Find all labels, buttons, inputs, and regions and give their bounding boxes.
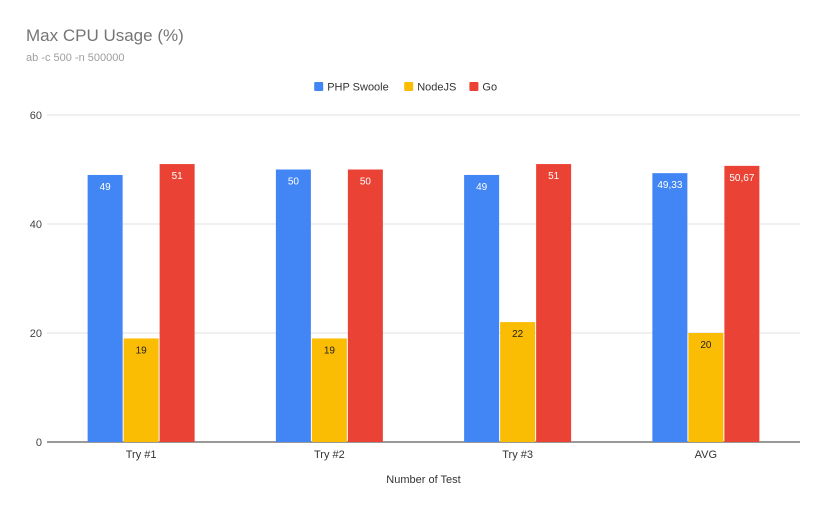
bar xyxy=(724,165,760,442)
bar xyxy=(159,164,195,443)
data-label: 19 xyxy=(136,345,148,356)
data-label: 50 xyxy=(360,177,372,188)
data-label: 19 xyxy=(324,345,336,356)
data-label: 51 xyxy=(172,171,184,182)
bar xyxy=(500,322,536,442)
bar xyxy=(652,173,688,443)
y-tick-label: 0 xyxy=(36,437,42,449)
chart-title: Max CPU Usage (%) xyxy=(26,26,184,45)
bar xyxy=(688,333,724,442)
bar xyxy=(275,169,311,442)
y-tick-label: 60 xyxy=(30,110,42,122)
bar xyxy=(464,174,500,442)
y-tick-label: 20 xyxy=(30,328,42,340)
data-label: 50,67 xyxy=(729,173,754,184)
data-label: 20 xyxy=(700,340,712,351)
data-label: 51 xyxy=(548,171,560,182)
bar xyxy=(123,338,159,442)
data-label: 22 xyxy=(512,329,524,340)
legend-swatch xyxy=(469,82,479,91)
x-tick-label: Try #3 xyxy=(502,449,533,461)
legend-swatch xyxy=(404,82,414,91)
data-label: 49,33 xyxy=(657,180,682,191)
x-tick-label: Try #2 xyxy=(314,449,345,461)
bar xyxy=(347,169,383,442)
bar xyxy=(87,174,123,442)
legend-label: NodeJS xyxy=(417,82,456,94)
legend-label: PHP Swoole xyxy=(327,82,389,94)
y-tick-label: 40 xyxy=(30,219,42,231)
bar xyxy=(311,338,347,442)
data-label: 49 xyxy=(100,182,112,193)
x-tick-label: Try #1 xyxy=(126,449,157,461)
data-label: 49 xyxy=(476,182,488,193)
x-tick-label: AVG xyxy=(695,449,717,461)
legend-label: Go xyxy=(482,82,497,94)
chart-subtitle: ab -c 500 -n 500000 xyxy=(26,52,125,64)
bar xyxy=(536,164,572,443)
data-label: 50 xyxy=(288,177,300,188)
x-axis-label: Number of Test xyxy=(386,474,460,486)
legend-swatch xyxy=(314,82,324,91)
